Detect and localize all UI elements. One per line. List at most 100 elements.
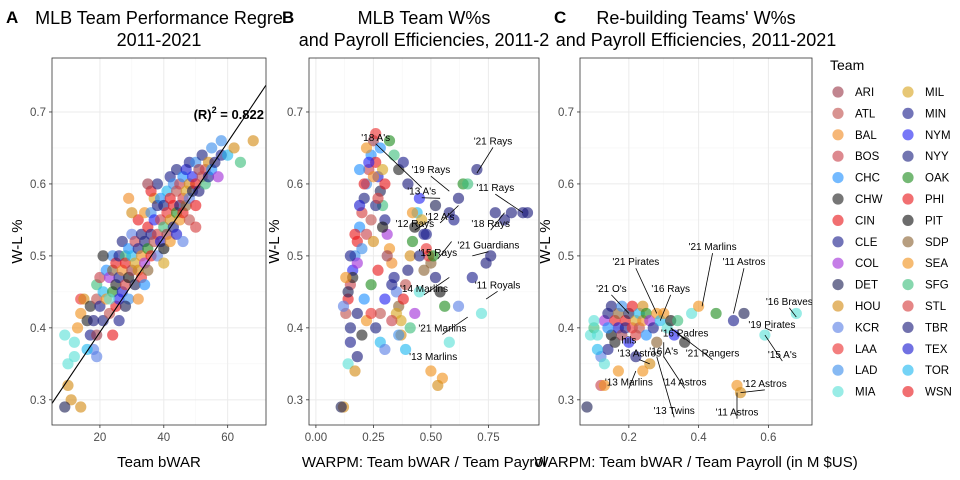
point-label: '14 Marlins	[400, 284, 448, 295]
legend-label: BOS	[855, 151, 880, 163]
legend-swatch	[902, 150, 914, 162]
legend-item-pit: PIT	[902, 214, 943, 227]
data-point-bos	[94, 271, 106, 284]
data-point-sdp	[142, 264, 154, 276]
data-point-tbr	[498, 214, 511, 226]
data-point-chw	[356, 329, 368, 341]
point-label: '18 A's	[361, 133, 390, 144]
legend-label: NYM	[925, 130, 951, 142]
point-labels: '21 Marlins '21 Pirates '11 Astros '16 Rays…	[596, 242, 812, 419]
x-tick-label: 0.6	[760, 432, 776, 444]
data-point-tbr	[480, 257, 492, 269]
legend-item-sdp: SDP	[902, 236, 949, 249]
label-leader-line	[495, 193, 524, 214]
point-label: '21 Rangers	[686, 349, 740, 360]
label-leader-line	[439, 205, 459, 224]
legend-label: SDP	[925, 237, 949, 249]
y-tick-label: 0.5	[558, 251, 574, 263]
data-point-min	[397, 156, 409, 168]
legend-swatch	[902, 86, 914, 98]
data-point-mia	[686, 307, 698, 320]
legend-label: CHC	[855, 173, 880, 185]
x-tick-label: 40	[157, 432, 170, 444]
legend-item-wsn: WSN	[902, 386, 952, 399]
legend-swatch	[902, 236, 914, 248]
data-point-det	[119, 300, 132, 312]
y-tick-label: 0.7	[30, 107, 46, 119]
data-point-sea	[75, 307, 87, 320]
legend-item-sea: SEA	[902, 257, 948, 270]
legend-label: STL	[925, 301, 947, 313]
data-point-tex	[354, 199, 366, 212]
legend-swatch	[832, 343, 844, 355]
label-leader-line	[764, 327, 773, 332]
data-point-phi	[372, 264, 384, 276]
minor-gridlines	[580, 58, 812, 425]
point-label: '12 Astros	[743, 379, 787, 390]
x-tick-label: 20	[94, 432, 107, 444]
data-point-atl	[374, 307, 386, 320]
legend-item-tor: TOR	[902, 364, 949, 377]
label-leader-line	[659, 294, 672, 321]
data-point-mia	[475, 307, 488, 320]
data-point-sfg	[388, 149, 400, 161]
point-label: '15 Rays	[419, 248, 458, 259]
legend-swatch	[832, 86, 844, 98]
data-point-cin	[190, 199, 202, 212]
panel-a: (R)2 = 0.822 0.3 0.4 0.5 0.6 0.7 20 40 60 Team bW…	[6, 8, 283, 471]
point-label: '21 O's	[596, 284, 627, 295]
legend-item-hou: HOU	[832, 300, 881, 313]
legend-swatch	[832, 257, 844, 269]
legend-swatch	[902, 214, 914, 226]
data-point-hou	[247, 135, 259, 147]
data-point-mia	[342, 358, 354, 370]
data-point-nym	[379, 293, 391, 305]
data-point-pit	[158, 243, 170, 255]
y-tick-label: 0.6	[287, 179, 303, 191]
data-point-bal	[123, 192, 135, 204]
legend-label: CIN	[855, 215, 875, 227]
point-label: '11 Royals	[475, 280, 521, 291]
legend-item-nyy: NYY	[902, 150, 949, 163]
data-point-sfg	[234, 156, 247, 168]
point-label: '12 A's	[426, 212, 455, 223]
plot-frame	[308, 57, 540, 426]
legend-item-chc: CHC	[832, 172, 880, 185]
r-squared-symbol: (R)	[194, 107, 212, 122]
label-leader-line	[437, 241, 452, 260]
legend-label: PIT	[925, 215, 943, 227]
label-leader-line	[764, 334, 783, 362]
y-axis-label: W-L %	[266, 219, 283, 263]
legend-label: MIL	[925, 87, 945, 99]
data-point-tbr	[521, 207, 534, 219]
data-point-cle	[94, 300, 106, 312]
y-tick-label: 0.7	[287, 107, 303, 119]
legend-label: NYY	[925, 151, 949, 163]
legend-swatch	[832, 236, 844, 248]
point-label: '16 A's	[649, 346, 678, 357]
legend-label: HOU	[855, 301, 881, 313]
y-tick-label: 0.3	[558, 395, 574, 407]
panel-tag: B	[282, 8, 294, 27]
y-tick-label: 0.4	[558, 323, 575, 335]
data-point-det	[59, 401, 71, 413]
label-leader-line	[635, 268, 658, 314]
point-labels: '18 A's '21 Rays '19 Rays '11 Rays '13 A's '1…	[361, 133, 524, 363]
label-leader-line	[423, 277, 450, 296]
data-point-oak	[383, 135, 396, 147]
legend-item-tbr: TBR	[902, 321, 948, 334]
data-point-oak	[710, 307, 722, 320]
data-point-tbr	[630, 351, 642, 363]
legend-item-atl: ATL	[832, 107, 876, 120]
data-point-col	[409, 307, 421, 320]
data-point-cin	[358, 178, 370, 190]
data-point-hou	[432, 379, 444, 392]
legend-swatch	[902, 279, 914, 291]
data-point-nyy	[344, 322, 356, 334]
chart-panels: (R)2 = 0.822 0.3 0.4 0.5 0.6 0.7 20 40 60 Team bW…	[6, 8, 858, 471]
data-point-mia	[588, 315, 600, 327]
data-point-atl	[400, 279, 412, 291]
label-leader-line	[639, 359, 650, 365]
legend-item-mia: MIA	[832, 386, 876, 399]
data-point-nyy	[116, 235, 128, 248]
